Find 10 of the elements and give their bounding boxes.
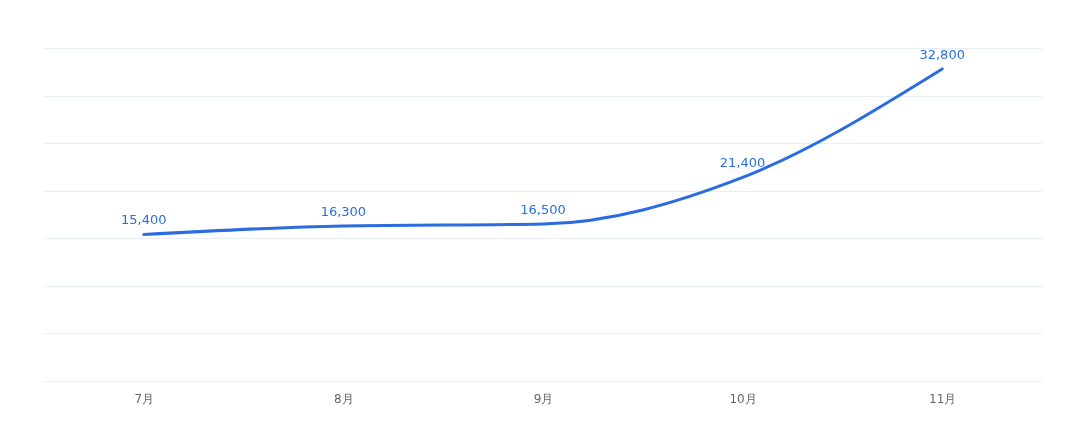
x-tick-label: 7月 — [134, 391, 155, 406]
x-tick-label: 11月 — [929, 391, 957, 406]
data-label: 15,400 — [121, 212, 167, 228]
x-tick-label: 9月 — [533, 391, 554, 406]
x-tick-label: 8月 — [334, 391, 354, 406]
data-label: 16,300 — [320, 203, 367, 219]
data-label: 16,500 — [520, 202, 566, 218]
data-label: 32,800 — [919, 46, 965, 62]
x-tick-label: 10月 — [729, 391, 757, 406]
data-label: 21,400 — [719, 155, 766, 171]
